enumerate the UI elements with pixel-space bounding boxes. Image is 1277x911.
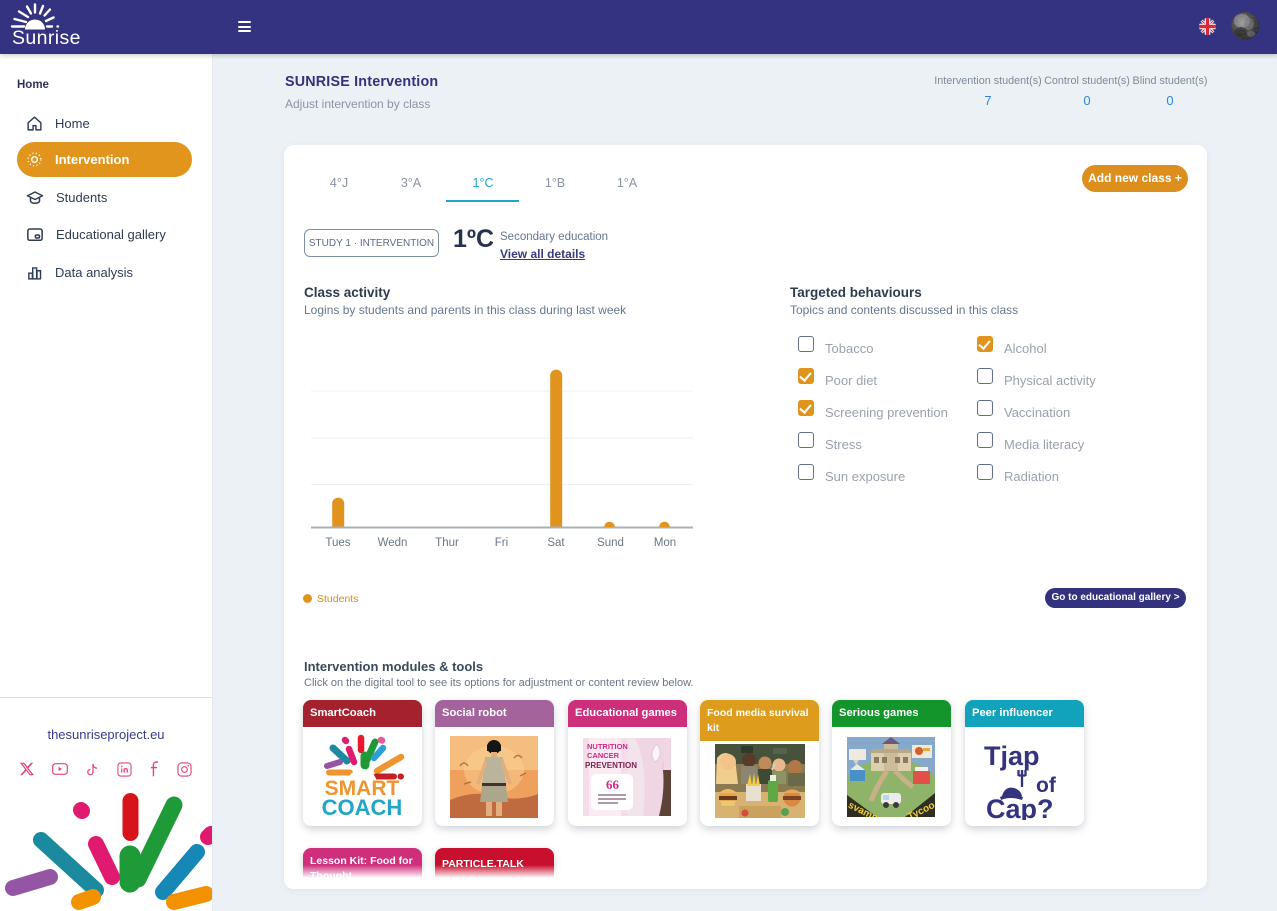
svg-text:66: 66 <box>606 777 620 792</box>
svg-text:Tjap: Tjap <box>984 741 1040 771</box>
svg-text:SMART: SMART <box>325 777 400 800</box>
svg-text:Thur: Thur <box>435 537 459 549</box>
svg-text:Tues: Tues <box>325 537 350 549</box>
svg-text:Wedn: Wedn <box>378 537 408 549</box>
svg-text:Sund: Sund <box>597 537 624 549</box>
svg-text:Fri: Fri <box>495 537 508 549</box>
svg-text:Sunrise: Sunrise <box>12 27 81 49</box>
svg-text:Sat: Sat <box>547 537 565 549</box>
svg-text:of: of <box>1036 774 1057 797</box>
svg-text:NUTRITION: NUTRITION <box>587 742 628 751</box>
svg-text:Mon: Mon <box>654 537 676 549</box>
svg-text:CANCER: CANCER <box>587 751 620 760</box>
svg-text:COACH: COACH <box>322 795 403 820</box>
svg-text:PREVENTION: PREVENTION <box>585 761 637 770</box>
